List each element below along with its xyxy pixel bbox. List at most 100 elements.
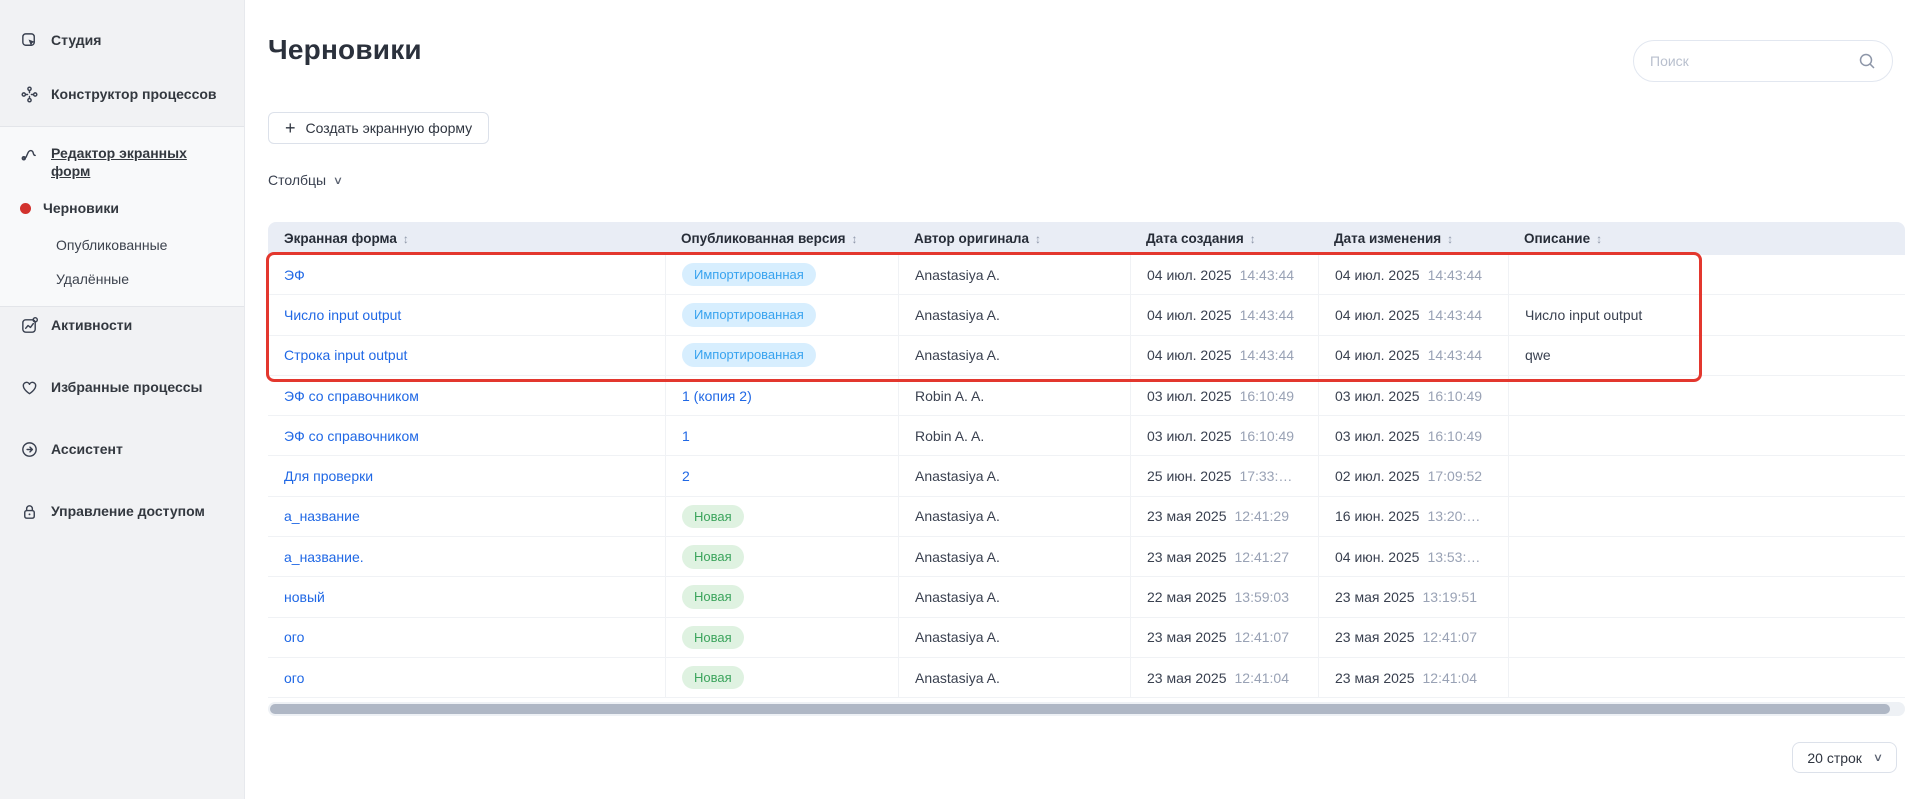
author-name: Robin A. A.: [915, 387, 985, 404]
column-header-5[interactable]: Описание ↕: [1508, 222, 1905, 255]
author-name: Anastasiya A.: [915, 468, 1000, 485]
sidebar-item-8[interactable]: Ассистент: [0, 431, 244, 469]
cell-published-version: Импортированная: [665, 335, 898, 375]
cell-modified: 02 июл. 2025 17:09:52: [1318, 456, 1508, 496]
lock-icon: [20, 502, 39, 521]
form-name-link[interactable]: ого: [284, 669, 305, 686]
form-name-link[interactable]: Число input output: [284, 306, 402, 323]
create-form-button[interactable]: + Создать экранную форму: [268, 112, 490, 144]
search-box[interactable]: [1633, 40, 1893, 82]
created-time: 12:41:07: [1234, 629, 1290, 646]
column-header-1[interactable]: Опубликованная версия ↕: [665, 222, 898, 255]
form-name-link[interactable]: а_название.: [284, 548, 364, 565]
created-time: 14:43:44: [1239, 347, 1295, 364]
column-header-2[interactable]: Автор оригинала ↕: [898, 222, 1130, 255]
cell-author: Anastasiya A.: [898, 335, 1130, 375]
cell-description: [1508, 537, 1905, 577]
sort-icon[interactable]: ↕: [1596, 231, 1603, 246]
cell-author: Anastasiya A.: [898, 617, 1130, 657]
author-name: Anastasiya A.: [915, 629, 1000, 646]
status-badge: Импортированная: [682, 343, 816, 368]
sidebar-item-3[interactable]: Черновики: [0, 190, 244, 228]
form-name-link[interactable]: ого: [284, 629, 305, 646]
search-icon[interactable]: [1858, 52, 1876, 70]
version-link[interactable]: 1 (копия 2): [682, 387, 752, 404]
horizontal-scrollbar-thumb[interactable]: [270, 704, 1890, 714]
status-badge: Новая: [682, 544, 744, 569]
modified-time: 12:41:04: [1422, 669, 1478, 686]
created-date: 22 мая 2025: [1147, 589, 1227, 606]
search-input[interactable]: [1650, 53, 1858, 69]
cell-created: 04 июл. 2025 14:43:44: [1130, 255, 1318, 295]
form-name-link[interactable]: новый: [284, 589, 325, 606]
cell-form-name: Строка input output: [268, 336, 665, 375]
sort-icon[interactable]: ↕: [402, 231, 409, 246]
sidebar-item-1[interactable]: Конструктор процессов: [0, 76, 244, 114]
cell-created: 23 мая 2025 12:41:04: [1130, 657, 1318, 698]
cell-modified: 23 мая 2025 12:41:07: [1318, 617, 1508, 657]
cell-created: 04 июл. 2025 14:43:44: [1130, 295, 1318, 335]
table-row: ЭФ со справочником 1 (копия 2) Robin A. A.…: [268, 375, 1905, 417]
sort-icon[interactable]: ↕: [1447, 231, 1454, 246]
cell-modified: 04 июл. 2025 14:43:44: [1318, 335, 1508, 375]
version-link[interactable]: 2: [682, 468, 690, 485]
cell-created: 03 июл. 2025 16:10:49: [1130, 416, 1318, 456]
column-header-0[interactable]: Экранная форма ↕: [268, 222, 665, 255]
cell-modified: 03 июл. 2025 16:10:49: [1318, 416, 1508, 456]
cell-published-version: Новая: [665, 496, 898, 537]
sidebar-item-0[interactable]: Студия: [0, 22, 244, 60]
sidebar-item-6[interactable]: Активности: [0, 307, 244, 345]
form-name-link[interactable]: ЭФ: [284, 266, 305, 283]
sidebar-item-2[interactable]: Редактор экранных форм: [0, 135, 244, 190]
modified-time: 16:10:49: [1427, 387, 1483, 404]
author-name: Anastasiya A.: [915, 548, 1000, 565]
version-link[interactable]: 1: [682, 427, 690, 444]
cell-form-name: ЭФ со справочником: [268, 376, 665, 415]
form-name-link[interactable]: ЭФ со справочником: [284, 387, 419, 404]
form-name-link[interactable]: Для проверки: [284, 468, 374, 485]
sidebar-item-5[interactable]: Удалённые: [56, 270, 130, 287]
chevron-down-icon: ∨: [332, 174, 344, 187]
form-name-link[interactable]: Строка input output: [284, 347, 408, 364]
modified-time: 17:09:52: [1427, 468, 1483, 485]
cell-author: Anastasiya A.: [898, 577, 1130, 617]
status-badge: Новая: [682, 665, 744, 690]
form-name-link[interactable]: а_название: [284, 508, 360, 525]
cell-description: [1508, 657, 1905, 698]
status-badge: Новая: [682, 625, 744, 650]
created-date: 23 мая 2025: [1147, 548, 1227, 565]
cell-modified: 04 июл. 2025 14:43:44: [1318, 295, 1508, 335]
created-date: 04 июл. 2025: [1147, 306, 1232, 323]
created-time: 13:59:03: [1234, 589, 1290, 606]
modified-date: 02 июл. 2025: [1335, 468, 1420, 485]
cell-modified: 16 июн. 2025 13:20:…: [1318, 496, 1508, 537]
cell-created: 22 мая 2025 13:59:03: [1130, 577, 1318, 617]
column-header-3[interactable]: Дата создания ↕: [1130, 222, 1318, 255]
sidebar-item-label: Студия: [51, 32, 102, 48]
cell-published-version: Импортированная: [665, 295, 898, 335]
sidebar: Студия Конструктор процессов Редактор экра…: [0, 0, 245, 799]
horizontal-scrollbar-track[interactable]: [268, 702, 1905, 716]
modified-date: 23 мая 2025: [1335, 629, 1415, 646]
sort-icon[interactable]: ↕: [1249, 231, 1256, 246]
created-date: 03 июл. 2025: [1147, 387, 1232, 404]
sidebar-item-7[interactable]: Избранные процессы: [0, 369, 244, 407]
columns-dropdown[interactable]: Столбцы ∨: [268, 172, 344, 188]
form-name-link[interactable]: ЭФ со справочником: [284, 427, 419, 444]
column-header-label: Экранная форма: [284, 231, 397, 246]
created-time: 14:43:44: [1239, 306, 1295, 323]
cell-author: Anastasiya A.: [898, 456, 1130, 496]
modified-time: 14:43:44: [1427, 306, 1483, 323]
cell-modified: 23 мая 2025 12:41:04: [1318, 657, 1508, 698]
created-time: 12:41:27: [1234, 548, 1290, 565]
column-header-label: Автор оригинала: [914, 231, 1030, 246]
rows-per-page-select[interactable]: 20 строк ∨: [1792, 742, 1897, 773]
column-header-4[interactable]: Дата изменения ↕: [1318, 222, 1508, 255]
modified-date: 04 июл. 2025: [1335, 306, 1420, 323]
sidebar-item-label: Активности: [51, 316, 133, 333]
sort-icon[interactable]: ↕: [1035, 231, 1042, 246]
sidebar-item-9[interactable]: Управление доступом: [0, 493, 244, 531]
cell-form-name: ого: [268, 658, 665, 697]
sort-icon[interactable]: ↕: [851, 231, 858, 246]
sidebar-item-4[interactable]: Опубликованные: [56, 236, 168, 253]
